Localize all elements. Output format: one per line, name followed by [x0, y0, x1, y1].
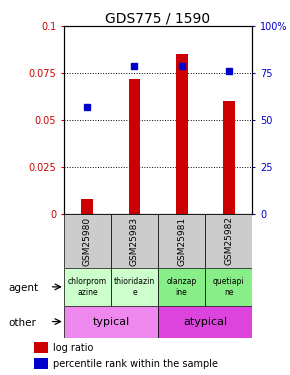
Text: quetiapi
ne: quetiapi ne: [213, 277, 244, 297]
Text: GSM25981: GSM25981: [177, 216, 186, 266]
Text: agent: agent: [9, 283, 39, 292]
Bar: [64, 214, 111, 268]
Text: other: other: [9, 318, 37, 327]
Text: percentile rank within the sample: percentile rank within the sample: [53, 358, 218, 369]
Bar: [111, 268, 158, 306]
Text: GSM25982: GSM25982: [224, 216, 233, 266]
Text: typical: typical: [92, 316, 130, 327]
Bar: [128, 79, 140, 214]
Text: log ratio: log ratio: [53, 343, 94, 352]
Bar: [34, 358, 48, 369]
Bar: [158, 214, 205, 268]
Bar: [176, 54, 188, 214]
Title: GDS775 / 1590: GDS775 / 1590: [106, 11, 211, 25]
Bar: [34, 342, 48, 353]
Bar: [205, 214, 252, 268]
Bar: [158, 306, 252, 338]
Bar: [223, 101, 235, 214]
Text: atypical: atypical: [183, 316, 227, 327]
Text: GSM25980: GSM25980: [83, 216, 92, 266]
Bar: [158, 268, 205, 306]
Text: thioridazin
e: thioridazin e: [114, 277, 155, 297]
Text: chlorprom
azine: chlorprom azine: [68, 277, 107, 297]
Bar: [111, 214, 158, 268]
Bar: [64, 306, 158, 338]
Text: olanzap
ine: olanzap ine: [166, 277, 197, 297]
Bar: [64, 268, 111, 306]
Bar: [205, 268, 252, 306]
Bar: [81, 199, 93, 214]
Text: GSM25983: GSM25983: [130, 216, 139, 266]
